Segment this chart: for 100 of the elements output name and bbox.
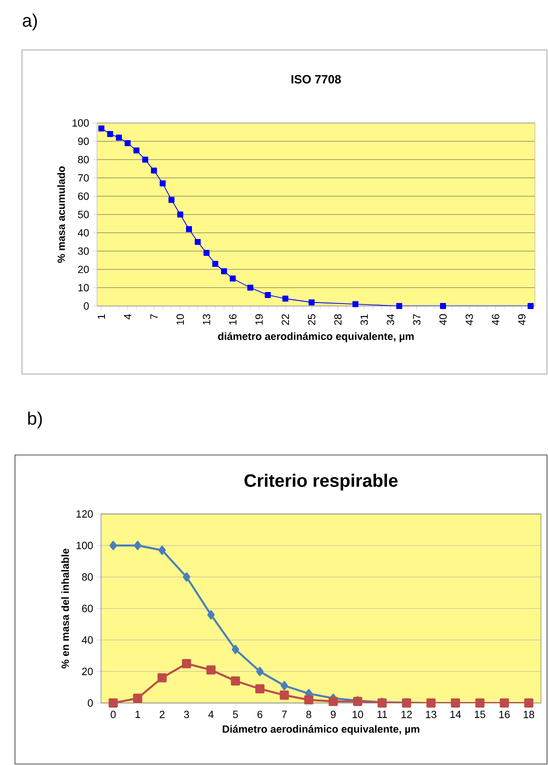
y-axis-title: % masa acumulado — [57, 166, 65, 263]
chart-title: Criterio respirable — [244, 474, 398, 490]
y-tick-label: 100 — [72, 119, 89, 127]
x-tick-label: 16 — [229, 314, 236, 325]
y-tick-label: 40 — [78, 229, 89, 236]
x-tick-label: 7 — [282, 710, 287, 718]
y-axis-title: % en masa del inhalable — [61, 548, 69, 668]
point — [212, 260, 218, 267]
point — [282, 296, 288, 302]
point — [182, 572, 190, 582]
x-tick-label: 5 — [232, 710, 238, 718]
point — [247, 284, 254, 291]
x-tick-label: 37 — [413, 314, 420, 326]
point — [230, 276, 236, 282]
y-tick-label: 30 — [78, 247, 89, 255]
x-tick-label: 9 — [330, 710, 336, 718]
y-tick-label: 80 — [82, 573, 93, 581]
point — [182, 659, 192, 668]
text: b) — [28, 412, 42, 428]
point — [124, 140, 131, 146]
point — [280, 690, 289, 700]
x-tick-label: 13 — [426, 710, 436, 718]
x-tick-label: 25 — [308, 314, 316, 325]
y-tick-label: 20 — [82, 668, 93, 676]
x-tick-label: 10 — [176, 314, 184, 325]
y-tick-label: 70 — [78, 174, 89, 182]
point — [150, 168, 157, 174]
point — [134, 540, 142, 550]
point — [230, 676, 240, 686]
point — [158, 546, 166, 555]
x-tick-label: 1 — [98, 314, 105, 319]
point — [255, 684, 264, 694]
x-tick-label: 8 — [306, 710, 312, 718]
x-tick-label: 0 — [110, 710, 116, 718]
y-tick-label: 40 — [82, 636, 93, 644]
y-tick-label: 20 — [78, 266, 89, 274]
point — [133, 147, 140, 154]
y-tick-label: 60 — [82, 604, 93, 612]
x-tick-label: 2 — [160, 710, 164, 718]
chart-title: ISO 7708 — [292, 75, 341, 84]
point — [280, 681, 288, 690]
x-tick-label: 31 — [360, 314, 368, 326]
point — [304, 695, 314, 704]
y-tick-label: 0 — [84, 302, 89, 310]
x-tick-label: 15 — [474, 710, 486, 718]
point — [108, 698, 118, 708]
y-tick-label: 100 — [76, 542, 93, 550]
y-tick-label: 90 — [78, 138, 89, 145]
point — [110, 540, 117, 550]
y-tick-label: 80 — [78, 156, 89, 164]
point — [177, 212, 184, 218]
point — [142, 156, 148, 163]
x-tick-label: 28 — [334, 314, 342, 325]
point — [158, 673, 167, 682]
x-tick-label: 22 — [282, 314, 289, 325]
x-tick-label: 43 — [466, 314, 474, 326]
x-tick-label: 7 — [150, 314, 158, 320]
point — [352, 301, 358, 308]
x-tick-label: 18 — [524, 710, 534, 718]
x-tick-label: 10 — [352, 710, 364, 718]
x-tick-label: 1 — [136, 710, 140, 718]
x-tick-label: 34 — [386, 314, 394, 326]
y-tick-label: 120 — [76, 510, 93, 518]
point — [186, 226, 192, 232]
text: a) — [22, 14, 37, 30]
x-tick-label: 6 — [258, 710, 262, 718]
point — [528, 303, 534, 309]
x-tick-label: 40 — [439, 314, 447, 326]
point — [308, 299, 315, 306]
x-tick-label: 4 — [124, 314, 132, 320]
point — [256, 666, 264, 676]
x-tick-label: 49 — [518, 314, 526, 326]
x-tick-label: 14 — [450, 710, 461, 718]
point — [328, 696, 338, 706]
point — [221, 268, 228, 274]
x-tick-label: 46 — [492, 314, 500, 326]
point — [133, 694, 142, 703]
y-tick-label: 0 — [88, 699, 93, 707]
point — [194, 238, 201, 245]
point — [440, 303, 446, 309]
point — [206, 665, 216, 674]
x-axis-title: diámetro aerodinámico equivalente, µm — [218, 332, 414, 342]
point — [204, 250, 210, 256]
x-tick-label: 3 — [184, 710, 190, 718]
y-tick-label: 50 — [78, 210, 89, 218]
point — [160, 180, 166, 186]
point — [232, 644, 240, 654]
x-tick-label: 16 — [499, 710, 510, 718]
point — [98, 125, 104, 132]
point — [107, 130, 114, 137]
y-tick-label: 60 — [78, 192, 89, 200]
x-tick-label: 11 — [377, 710, 388, 718]
point — [168, 196, 174, 203]
y-tick-label: 10 — [78, 284, 89, 292]
point — [116, 134, 122, 141]
point — [396, 303, 402, 309]
x-tick-label: 12 — [402, 710, 412, 718]
point — [207, 610, 215, 620]
x-tick-label: 19 — [255, 314, 263, 325]
point — [264, 292, 271, 298]
